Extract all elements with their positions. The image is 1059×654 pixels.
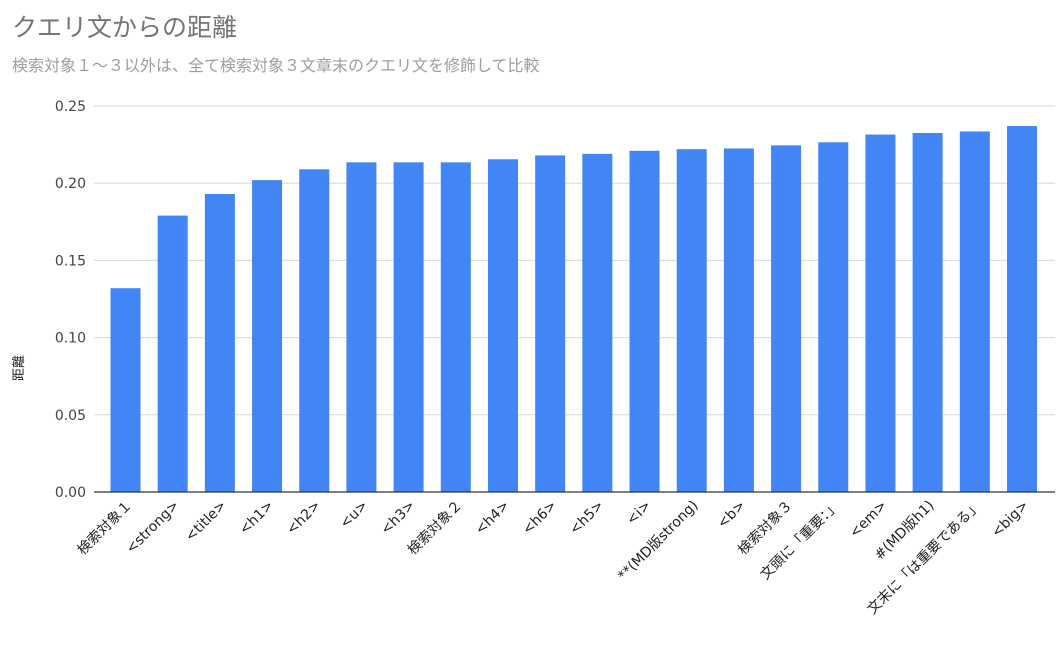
bar bbox=[346, 162, 377, 492]
bar bbox=[157, 215, 188, 492]
bar bbox=[393, 162, 424, 492]
bar bbox=[865, 134, 896, 492]
y-tick-label: 0.05 bbox=[55, 408, 86, 424]
x-category-label: <b> bbox=[715, 498, 749, 532]
bar bbox=[959, 131, 990, 492]
x-category-label: <u> bbox=[337, 498, 371, 532]
x-category-label: <h2> bbox=[284, 498, 324, 538]
chart-subtitle: 検索対象１～３以外は、全て検索対象３文章末のクエリ文を修飾して比較 bbox=[12, 56, 540, 75]
bar bbox=[582, 153, 613, 492]
bar bbox=[676, 149, 707, 492]
bar bbox=[110, 288, 141, 492]
x-category-label: **(MD版strong) bbox=[615, 498, 702, 585]
x-category-label: <h1> bbox=[236, 498, 276, 538]
y-tick-label: 0.00 bbox=[55, 485, 86, 501]
x-category-label: 文頭に「重要：」 bbox=[758, 498, 844, 584]
bar bbox=[629, 150, 660, 492]
y-tick-label: 0.25 bbox=[55, 99, 86, 115]
y-tick-label: 0.10 bbox=[55, 331, 86, 347]
bar bbox=[204, 194, 235, 492]
bar bbox=[1007, 126, 1037, 493]
bar bbox=[252, 180, 283, 492]
bar bbox=[487, 159, 518, 492]
chart-title: クエリ文からの距離 bbox=[12, 13, 238, 42]
bar bbox=[818, 142, 849, 492]
x-category-label: <em> bbox=[847, 498, 891, 542]
bar bbox=[723, 148, 754, 492]
bar bbox=[440, 162, 471, 492]
bar bbox=[771, 145, 802, 492]
x-category-label: <title> bbox=[182, 498, 229, 545]
y-tick-labels: 0.00 0.05 0.10 0.15 0.20 0.25 bbox=[55, 99, 86, 501]
x-category-labels: 検索対象１<strong> <title> <h1> <h2> <u> <h3>検索対象２… bbox=[74, 497, 1032, 618]
x-category-label: <h5> bbox=[567, 498, 607, 538]
bar bbox=[535, 155, 566, 492]
bars bbox=[110, 126, 1037, 493]
x-category-label: <h6> bbox=[520, 498, 560, 538]
bar bbox=[912, 133, 943, 492]
x-category-label: <big> bbox=[989, 498, 1032, 541]
x-category-label: <i> bbox=[624, 498, 655, 529]
x-category-label: <h4> bbox=[472, 498, 512, 538]
gridlines bbox=[94, 105, 1055, 416]
x-category-label: <h3> bbox=[378, 498, 418, 538]
y-axis-title: 距離 bbox=[12, 355, 27, 381]
bar bbox=[299, 169, 330, 492]
y-tick-label: 0.15 bbox=[55, 253, 86, 269]
y-tick-label: 0.20 bbox=[55, 176, 86, 192]
